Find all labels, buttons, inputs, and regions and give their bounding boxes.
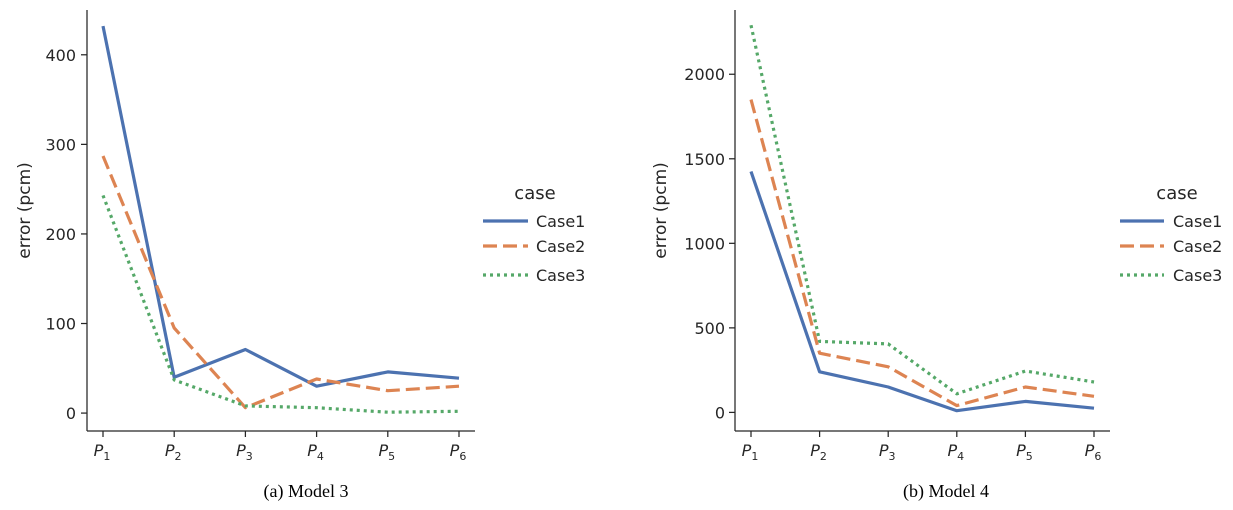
chart-1: 0 100 200 300 400 P1 P2 P3 P4 P5 P6 error (pcm) case… (15, 10, 585, 502)
y-tick-label: 300 (45, 135, 76, 154)
legend-title: case (1156, 183, 1197, 204)
legend-label-case2: Case2 (536, 237, 585, 256)
y-tick-label: 2000 (684, 65, 725, 84)
x-tick-label: P6 (450, 441, 467, 463)
x-tick-label: P1 (94, 441, 111, 463)
x-tick-label: P1 (742, 441, 759, 463)
x-tick-label: P2 (810, 441, 827, 463)
legend-label-case3: Case3 (536, 266, 585, 285)
series-line-case3 (101, 194, 460, 414)
x-tick-label: P5 (1016, 441, 1033, 463)
y-tick-label: 400 (45, 46, 76, 65)
legend-label-case1: Case1 (536, 212, 585, 231)
chart-2: 0 500 1000 1500 2000 P1 P2 P3 P4 P5 P6 error (pcm) c… (651, 10, 1222, 502)
y-tick-label: 200 (45, 225, 76, 244)
x-tick-label: P5 (378, 441, 395, 463)
x-tick-label: P4 (947, 441, 964, 463)
series-line-case2 (101, 155, 460, 410)
x-tick-label: P6 (1085, 441, 1102, 463)
x-tick-label: P2 (165, 441, 182, 463)
y-tick-label: 100 (45, 315, 76, 334)
series-line-case1 (101, 25, 460, 388)
y-tick-label: 0 (715, 403, 725, 422)
y-tick-label: 0 (66, 404, 76, 423)
legend-label-case1: Case1 (1173, 212, 1222, 231)
legend: case Case1 Case2 Case3 (1120, 183, 1222, 285)
legend-title: case (514, 183, 555, 204)
x-tick-label: P4 (307, 441, 324, 463)
y-axis-label: error (pcm) (15, 162, 35, 259)
series-line-case2 (749, 99, 1095, 408)
chart-caption: (b) Model 4 (903, 481, 989, 502)
series-line-case1 (749, 170, 1095, 413)
legend-label-case3: Case3 (1173, 266, 1222, 285)
y-tick-label: 1500 (684, 150, 725, 169)
y-axis-label: error (pcm) (651, 162, 671, 259)
legend-label-case2: Case2 (1173, 237, 1222, 256)
legend: case Case1 Case2 Case3 (483, 183, 585, 285)
chart-caption: (a) Model 3 (264, 481, 349, 502)
series-line-case3 (749, 24, 1095, 396)
y-tick-label: 1000 (684, 234, 725, 253)
x-tick-label: P3 (879, 441, 896, 463)
y-tick-label: 500 (694, 319, 725, 338)
x-tick-label: P3 (236, 441, 253, 463)
